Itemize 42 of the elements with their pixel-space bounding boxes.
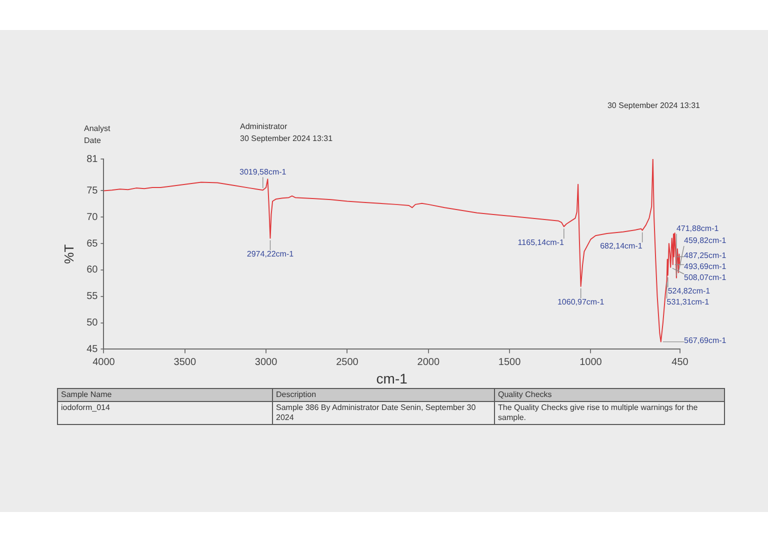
text: Date <box>84 136 101 146</box>
y-tick-label: 81 <box>86 154 98 165</box>
x-tick-label: 2000 <box>417 356 440 368</box>
text: Description <box>272 388 494 402</box>
x-axis-title: cm-1 <box>376 370 408 386</box>
x-tick-label: 1000 <box>580 356 602 368</box>
y-tick-label: 45 <box>86 344 98 355</box>
text: Analyst <box>84 124 110 134</box>
y-axis-title: %T <box>61 244 76 264</box>
y-tick-label: 60 <box>86 264 98 276</box>
y-tick-label: 70 <box>86 212 98 223</box>
text: Quality Checks <box>494 388 724 402</box>
x-tick-label: 2500 <box>336 356 359 368</box>
text: Administrator <box>240 122 288 132</box>
y-tick-label: 75 <box>86 185 98 196</box>
x-tick-label: 3500 <box>174 356 196 368</box>
y-tick-label: 50 <box>86 318 98 329</box>
annotation: 493,69cm-1 <box>684 262 727 272</box>
annotation: 471,88cm-1 <box>676 224 720 234</box>
text: iodoform_014 <box>58 402 272 424</box>
text: The Quality Checks give rise to multiple warnings for the sample. <box>494 402 724 424</box>
annotation: 508,07cm-1 <box>684 273 727 282</box>
text: Sample 386 By Administrator Date Senin, September 30 2024 <box>272 402 494 424</box>
annotation: 531,31cm-1 <box>666 298 710 307</box>
text: Sample Name <box>58 388 272 402</box>
annotation: 1060,97cm-1 <box>557 298 605 307</box>
x-tick-label: 3000 <box>254 356 278 368</box>
annotation: 2974,22cm-1 <box>246 249 294 258</box>
annotation: 682,14cm-1 <box>600 242 643 251</box>
y-tick-label: 55 <box>86 291 98 302</box>
annotation: 459,82cm-1 <box>684 236 727 246</box>
annotation: 487,25cm-1 <box>684 251 727 260</box>
annotation: 524,82cm-1 <box>668 286 711 296</box>
annotation: 3019,58cm-1 <box>240 167 287 176</box>
text: 30 September 2024 13:31 <box>240 134 333 144</box>
x-tick-label: 4000 <box>92 356 116 368</box>
annotation: 567,69cm-1 <box>684 336 727 346</box>
text: 30 September 2024 13:31 <box>607 101 700 111</box>
y-tick-label: 65 <box>86 238 98 250</box>
x-tick-label: 450 <box>672 356 689 368</box>
annotation: 1165,14cm-1 <box>518 238 564 247</box>
x-tick-label: 1500 <box>498 356 522 368</box>
